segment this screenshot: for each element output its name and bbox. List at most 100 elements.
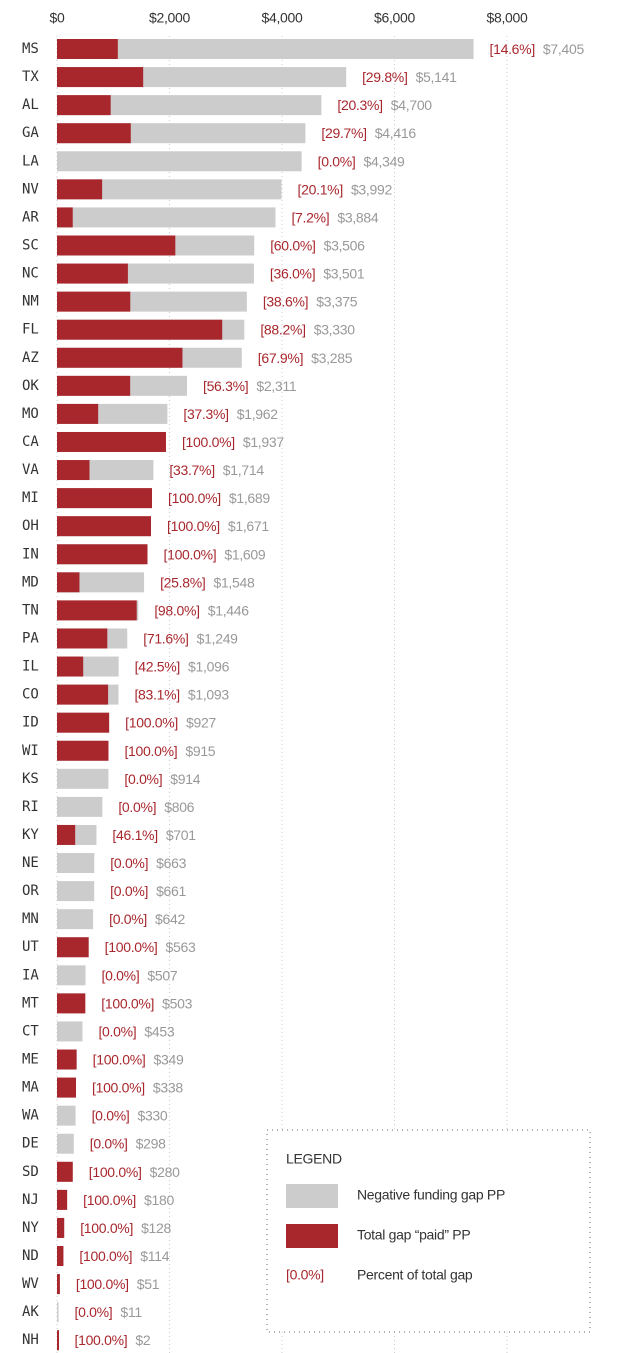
paid-bar <box>57 937 89 958</box>
value-label: $3,506 <box>324 237 366 253</box>
category-label: MN <box>22 911 39 927</box>
category-label: MA <box>22 1080 39 1096</box>
bar-labels: [100.0%] $1,689 <box>168 490 270 506</box>
category-label: WA <box>22 1108 39 1124</box>
value-label: $663 <box>156 855 186 871</box>
percent-label: [100.0%] <box>168 490 221 506</box>
category-label: NJ <box>22 1192 39 1208</box>
bar-labels: [100.0%] $280 <box>89 1164 180 1180</box>
paid-bar <box>57 179 103 200</box>
paid-bar <box>57 319 223 340</box>
bar-labels: [38.6%] $3,375 <box>263 293 358 309</box>
total-bar <box>57 881 95 902</box>
percent-label: [0.0%] <box>75 1304 113 1320</box>
value-label: $3,375 <box>316 293 358 309</box>
percent-label: [0.0%] <box>118 799 156 815</box>
percent-label: [0.0%] <box>92 1107 130 1123</box>
category-label: NH <box>22 1332 39 1348</box>
total-bar <box>57 39 474 59</box>
percent-label: [33.7%] <box>169 462 214 478</box>
paid-bar <box>57 516 151 537</box>
percent-label: [7.2%] <box>291 209 329 225</box>
bar-labels: [100.0%] $915 <box>124 742 215 758</box>
bar-labels: [29.7%] $4,416 <box>321 125 416 141</box>
bar-labels: [71.6%] $1,249 <box>143 630 238 646</box>
paid-bar <box>57 403 99 424</box>
total-bar <box>57 796 103 817</box>
percent-label: [100.0%] <box>93 1051 146 1067</box>
bar-labels: [0.0%] $663 <box>110 855 186 871</box>
value-label: $563 <box>166 939 196 955</box>
value-label: $1,548 <box>213 574 255 590</box>
percent-label: [46.1%] <box>112 827 157 843</box>
paid-bar <box>57 600 137 621</box>
total-bar <box>57 965 86 986</box>
category-label: AR <box>22 209 39 225</box>
paid-bar <box>57 235 176 256</box>
paid-bar <box>57 207 73 228</box>
category-label: FL <box>22 322 39 338</box>
value-label: $3,992 <box>351 181 393 197</box>
bar-labels: [100.0%] $180 <box>83 1192 174 1208</box>
bar-labels: [60.0%] $3,506 <box>270 237 365 253</box>
category-label: OR <box>22 883 39 899</box>
bar-labels: [46.1%] $701 <box>112 827 196 843</box>
bar-labels: [100.0%] $927 <box>125 714 216 730</box>
paid-bar <box>57 375 131 396</box>
bar-labels: [100.0%] $1,609 <box>164 546 266 562</box>
category-label: DE <box>22 1136 39 1152</box>
bar-labels: [100.0%] $2 <box>75 1332 151 1348</box>
percent-label: [0.0%] <box>110 883 148 899</box>
paid-bar <box>57 431 166 452</box>
value-label: $1,714 <box>223 462 265 478</box>
value-label: $914 <box>170 771 200 787</box>
paid-bar <box>57 628 108 649</box>
percent-label: [100.0%] <box>167 518 220 534</box>
legend-title: LEGEND <box>286 1151 342 1167</box>
category-label: NC <box>22 266 39 282</box>
category-label: SC <box>22 237 39 253</box>
value-label: $4,349 <box>364 153 406 169</box>
category-label: OK <box>22 378 39 394</box>
bar-labels: [0.0%] $330 <box>92 1107 168 1123</box>
paid-bar <box>57 740 109 761</box>
category-label: CA <box>22 434 39 450</box>
paid-bar <box>57 824 76 845</box>
bar-labels: [0.0%] $914 <box>124 771 200 787</box>
category-label: AZ <box>22 350 39 366</box>
percent-label: [0.0%] <box>124 771 162 787</box>
total-bar <box>57 768 109 789</box>
paid-bar <box>57 263 128 284</box>
x-tick-label: $4,000 <box>261 10 303 26</box>
percent-label: [100.0%] <box>182 434 235 450</box>
bar-labels: [100.0%] $1,671 <box>167 518 269 534</box>
value-label: $1,249 <box>197 630 239 646</box>
x-tick-label: $0 <box>50 10 65 26</box>
value-label: $1,962 <box>237 406 279 422</box>
percent-label: [0.0%] <box>90 1135 128 1151</box>
category-label: AL <box>22 97 39 113</box>
paid-bar <box>57 460 90 481</box>
value-label: $2,311 <box>256 378 296 394</box>
bar-labels: [100.0%] $128 <box>80 1220 171 1236</box>
paid-bar <box>57 39 118 59</box>
category-label: MO <box>22 406 39 422</box>
percent-label: [37.3%] <box>183 406 228 422</box>
bar-labels: [0.0%] $453 <box>98 1023 174 1039</box>
bar-labels: [100.0%] $51 <box>76 1276 160 1292</box>
percent-label: [0.0%] <box>318 153 356 169</box>
paid-bar <box>57 1077 77 1098</box>
bar-labels: [7.2%] $3,884 <box>291 209 378 225</box>
value-label: $338 <box>153 1079 183 1095</box>
category-label: LA <box>22 153 39 169</box>
value-label: $128 <box>141 1220 171 1236</box>
paid-bar <box>57 1161 73 1182</box>
total-bar <box>57 1133 74 1154</box>
value-label: $5,141 <box>416 69 458 85</box>
value-label: $3,330 <box>314 321 356 337</box>
percent-label: [100.0%] <box>105 939 158 955</box>
category-label: ND <box>22 1248 39 1264</box>
category-label: IA <box>22 967 39 983</box>
category-label: NV <box>22 181 39 197</box>
